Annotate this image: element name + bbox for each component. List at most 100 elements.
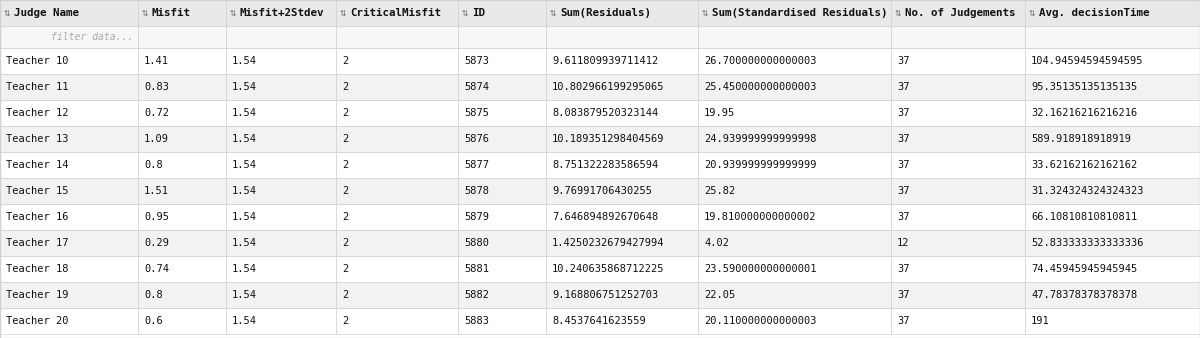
Bar [890,126,1025,152]
Text: 5880: 5880 [464,238,490,248]
Bar [698,282,890,308]
Bar [0,48,138,74]
Bar [698,26,890,48]
Text: ⇅: ⇅ [4,8,11,18]
Text: 1.54: 1.54 [232,290,257,300]
Bar [138,282,226,308]
Text: 5878: 5878 [464,186,490,196]
Text: 0.8: 0.8 [144,160,163,170]
Bar [698,230,890,256]
Bar [698,74,890,100]
Bar [1025,126,1200,152]
Bar [336,100,458,126]
Text: 5877: 5877 [464,160,490,170]
Bar [138,100,226,126]
Bar [546,152,698,178]
Bar [458,126,546,152]
Text: 2: 2 [342,82,348,92]
Bar [698,100,890,126]
Text: Sum(Residuals): Sum(Residuals) [560,8,650,18]
Text: Teacher 10: Teacher 10 [6,56,68,66]
Bar [138,48,226,74]
Bar [1025,256,1200,282]
Text: 2: 2 [342,238,348,248]
Bar [138,26,226,48]
Bar [138,230,226,256]
Bar [138,308,226,334]
Text: 31.324324324324323: 31.324324324324323 [1031,186,1144,196]
Bar [0,126,138,152]
Text: 2: 2 [342,212,348,222]
Text: 37: 37 [898,160,910,170]
Bar [336,152,458,178]
Text: Misfit: Misfit [152,8,191,18]
Text: 66.10810810810811: 66.10810810810811 [1031,212,1138,222]
Text: 74.45945945945945: 74.45945945945945 [1031,264,1138,274]
Text: 52.833333333333336: 52.833333333333336 [1031,238,1144,248]
Text: 5881: 5881 [464,264,490,274]
Text: 104.94594594594595: 104.94594594594595 [1031,56,1144,66]
Text: ⇅: ⇅ [550,8,557,18]
Bar [0,0,138,26]
Bar [458,0,546,26]
Bar [1025,26,1200,48]
Bar [138,74,226,100]
Bar [336,74,458,100]
Text: 37: 37 [898,82,910,92]
Text: 0.72: 0.72 [144,108,169,118]
Bar [1025,48,1200,74]
Bar [698,256,890,282]
Text: 2: 2 [342,56,348,66]
Bar [890,282,1025,308]
Bar [546,282,698,308]
Bar [0,74,138,100]
Bar [226,0,336,26]
Bar [698,204,890,230]
Text: ⇅: ⇅ [142,8,149,18]
Bar [0,256,138,282]
Bar [226,74,336,100]
Bar [336,256,458,282]
Text: 37: 37 [898,290,910,300]
Text: 7.646894892670648: 7.646894892670648 [552,212,659,222]
Bar [226,178,336,204]
Text: ⇅: ⇅ [462,8,468,18]
Text: 0.6: 0.6 [144,316,163,326]
Text: 1.54: 1.54 [232,82,257,92]
Bar [698,178,890,204]
Text: 8.083879520323144: 8.083879520323144 [552,108,659,118]
Text: No. of Judgements: No. of Judgements [905,8,1015,18]
Bar [0,282,138,308]
Text: ⇅: ⇅ [702,8,708,18]
Text: 22.05: 22.05 [704,290,736,300]
Text: Teacher 11: Teacher 11 [6,82,68,92]
Bar [458,204,546,230]
Text: ⇅: ⇅ [895,8,901,18]
Bar [458,100,546,126]
Text: 2: 2 [342,108,348,118]
Text: 0.74: 0.74 [144,264,169,274]
Bar [0,308,138,334]
Text: 5882: 5882 [464,290,490,300]
Text: 1.54: 1.54 [232,238,257,248]
Text: Judge Name: Judge Name [14,8,79,18]
Text: 2: 2 [342,316,348,326]
Bar [1025,74,1200,100]
Bar [226,152,336,178]
Text: ⇅: ⇅ [1030,8,1036,18]
Bar [336,308,458,334]
Text: 1.51: 1.51 [144,186,169,196]
Bar [890,0,1025,26]
Bar [226,282,336,308]
Bar [0,178,138,204]
Text: 47.78378378378378: 47.78378378378378 [1031,290,1138,300]
Bar [336,282,458,308]
Bar [890,74,1025,100]
Bar [1025,308,1200,334]
Bar [138,0,226,26]
Bar [458,74,546,100]
Bar [546,74,698,100]
Text: 1.09: 1.09 [144,134,169,144]
Bar [0,230,138,256]
Bar [546,308,698,334]
